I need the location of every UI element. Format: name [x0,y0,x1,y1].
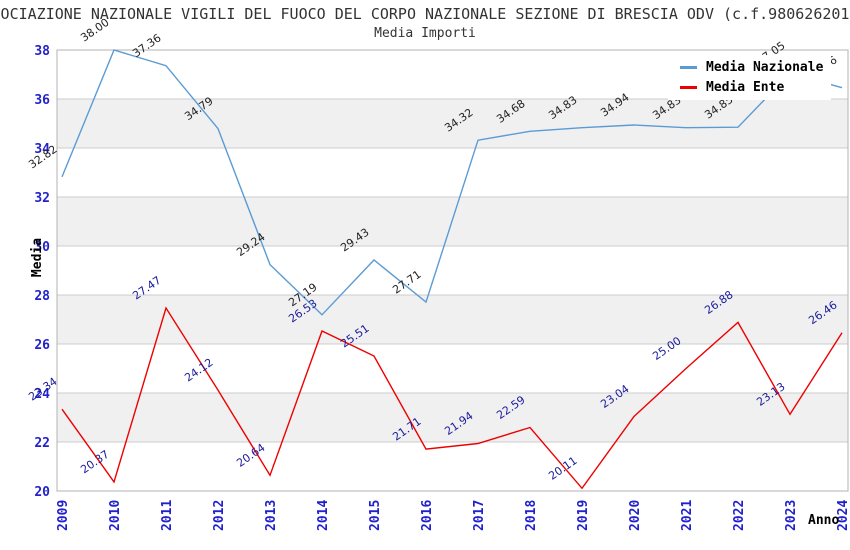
y-tick-label: 32 [34,191,50,206]
x-tick-label: 2020 [628,500,643,531]
y-tick-label: 26 [34,338,50,353]
x-tick-label: 2009 [56,500,71,531]
y-axis-title: Media [30,237,46,278]
chart-subtitle: Media Importi [374,26,476,41]
chart-title: SOCIAZIONE NAZIONALE VIGILI DEL FUOCO DE… [0,5,850,23]
legend: Media Nazionale Media Ente [668,55,831,100]
data-label: 38.00 [78,16,111,45]
x-tick-label: 2024 [836,500,850,531]
y-tick-label: 28 [34,289,50,304]
y-tick-label: 38 [34,44,50,59]
plot-band [57,148,848,197]
legend-item-label: Media Nazionale [706,60,824,75]
x-tick-label: 2011 [160,500,175,531]
x-tick-label: 2012 [212,500,227,531]
series-line-media-ente [61,306,843,490]
line-swatch-icon [680,66,697,69]
x-tick-label: 2022 [732,500,747,531]
x-tick-label: 2016 [420,500,435,531]
x-tick-label: 2015 [368,500,383,531]
y-tick-label: 30 [34,240,50,255]
x-tick-label: 2017 [472,500,487,531]
y-tick-label: 36 [34,93,50,108]
x-tick-label: 2014 [316,500,331,531]
plot-band [57,344,848,393]
plot-band [57,246,848,295]
x-tick-label: 2018 [524,500,539,531]
x-tick-label: 2013 [264,500,279,531]
x-axis-title: Anno [808,513,840,528]
x-tick-label: 2010 [108,500,123,531]
series-line-media-nazionale [61,49,843,316]
legend-item-media-nazionale: Media Nazionale [680,60,831,75]
x-tick-label: 2021 [680,500,695,531]
x-tick-label: 2023 [784,500,799,531]
y-tick-label: 34 [34,142,50,157]
plot-band [57,393,848,442]
line-swatch-icon [680,86,697,89]
y-tick-label: 20 [34,485,50,500]
plot-border [56,49,849,492]
legend-item-label: Media Ente [706,80,785,95]
y-tick-label: 22 [34,436,50,451]
x-tick-label: 2019 [576,500,591,531]
y-tick-label: 24 [34,387,50,402]
plot-band [57,295,848,344]
plot-band [57,99,848,148]
plot-band [57,442,848,491]
legend-item-media-ente: Media Ente [680,80,831,95]
